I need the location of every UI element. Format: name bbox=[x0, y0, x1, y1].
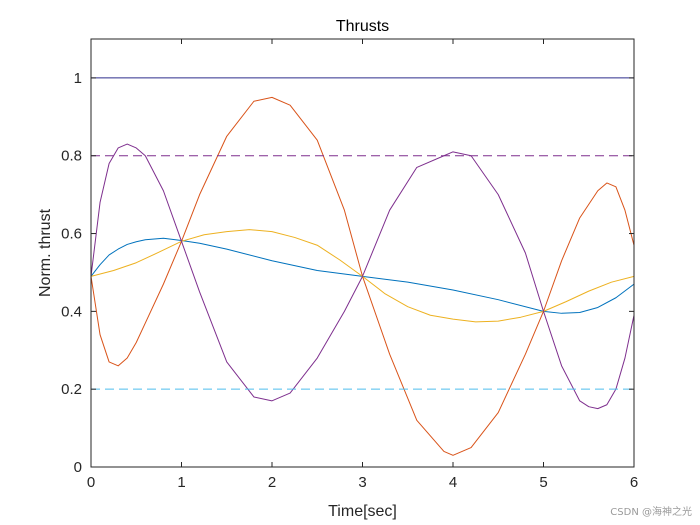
series-line-4 bbox=[90, 143, 635, 410]
y-tick-label: 0.8 bbox=[61, 148, 82, 165]
x-tick-label: 2 bbox=[268, 474, 276, 491]
chart-title: Thrusts bbox=[336, 18, 389, 35]
x-tick-label: 4 bbox=[449, 474, 457, 491]
x-tick-label: 5 bbox=[539, 474, 547, 491]
series-line-2 bbox=[90, 96, 635, 456]
plot-area bbox=[91, 39, 634, 467]
series-layer bbox=[90, 77, 635, 456]
x-tick-label: 3 bbox=[358, 474, 366, 491]
series-line-1 bbox=[90, 237, 635, 314]
watermark-text: CSDN @海神之光 bbox=[610, 505, 692, 518]
x-tick-label: 0 bbox=[87, 474, 95, 491]
y-tick-label: 0.4 bbox=[61, 303, 82, 320]
y-tick-label: 0.6 bbox=[61, 226, 82, 243]
x-tick-label: 6 bbox=[630, 474, 638, 491]
x-tick-label: 1 bbox=[177, 474, 185, 491]
x-axis-label: Time[sec] bbox=[328, 503, 397, 520]
axes-layer: 0 1 2 3 4 5 6 0 0.2 0.4 0.6 0.8 1 bbox=[61, 38, 638, 491]
y-tick-label: 0.2 bbox=[61, 381, 82, 398]
y-axis-label: Norm. thrust bbox=[37, 208, 54, 297]
y-tick-label: 0 bbox=[74, 459, 82, 476]
y-tick-label: 1 bbox=[74, 70, 82, 87]
